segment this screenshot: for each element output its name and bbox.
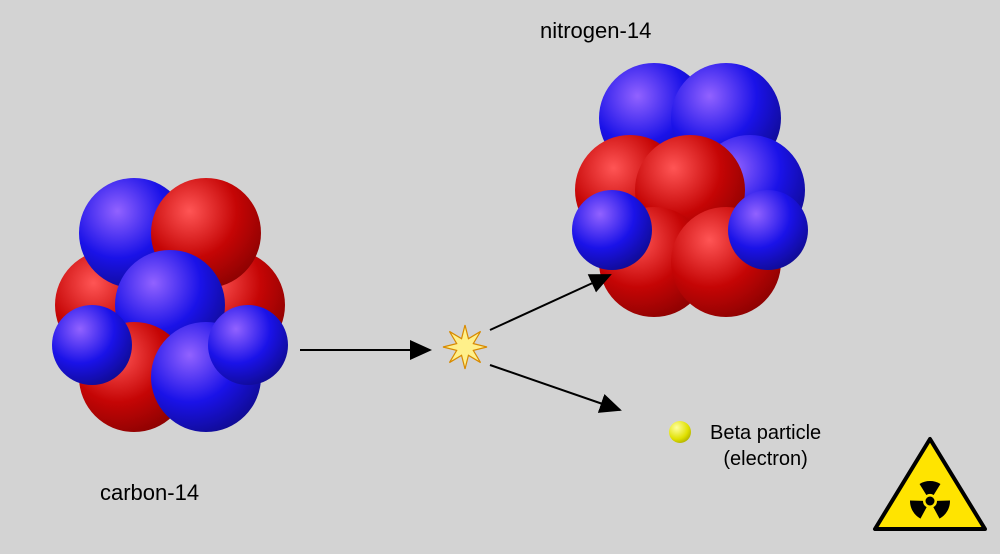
carbon-label: carbon-14 xyxy=(100,480,199,506)
neutron-sphere xyxy=(208,305,288,385)
neutron-sphere xyxy=(728,190,808,270)
beta-particle-dot xyxy=(669,421,691,443)
neutron-sphere xyxy=(52,305,132,385)
legend-line2: (electron) xyxy=(723,448,807,470)
nitrogen-label: nitrogen-14 xyxy=(540,18,651,44)
neutron-sphere xyxy=(572,190,652,270)
radiation-hazard-icon xyxy=(869,433,991,540)
legend-line1: Beta particle xyxy=(710,422,821,444)
beta-particle-label: Beta particle (electron) xyxy=(710,420,821,472)
